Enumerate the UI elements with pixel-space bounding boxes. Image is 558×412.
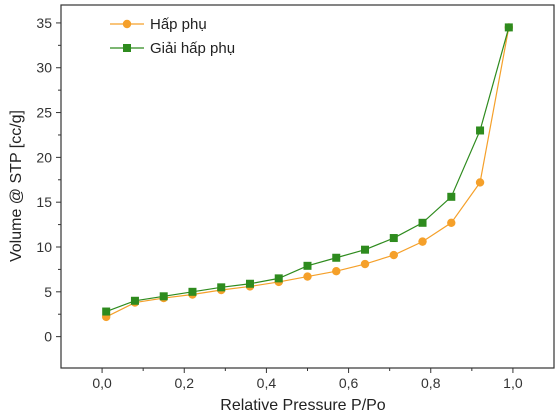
data-point-2 xyxy=(217,283,226,292)
x-tick-label: 1,0 xyxy=(503,375,523,391)
data-point-2 xyxy=(476,126,485,135)
data-point-1 xyxy=(332,267,341,276)
x-tick-label: 0,4 xyxy=(257,375,277,391)
data-point-1 xyxy=(360,259,370,269)
data-point-2 xyxy=(447,192,456,201)
data-point-1 xyxy=(447,218,456,227)
data-point-2 xyxy=(274,274,283,283)
data-point-2 xyxy=(102,307,111,316)
y-tick-label: 15 xyxy=(36,194,52,210)
data-point-1 xyxy=(303,272,312,281)
legend-item-2: Giải hấp phụ xyxy=(110,40,235,57)
y-tick-label: 0 xyxy=(44,329,52,345)
data-point-2 xyxy=(130,296,139,305)
data-point-2 xyxy=(418,218,427,227)
data-point-1 xyxy=(475,178,485,187)
x-axis-title: Relative Pressure P/Po xyxy=(220,397,386,412)
y-tick-label: 30 xyxy=(36,60,52,76)
y-tick-label: 35 xyxy=(36,15,52,31)
data-point-2 xyxy=(303,261,312,270)
y-tick-label: 5 xyxy=(44,284,52,300)
data-point-2 xyxy=(361,245,370,254)
data-point-1 xyxy=(418,237,427,246)
y-tick-label: 25 xyxy=(36,105,52,121)
x-tick-label: 0,6 xyxy=(339,375,359,391)
data-point-2 xyxy=(389,234,398,243)
data-point-2 xyxy=(332,253,341,262)
data-point-2 xyxy=(504,23,513,32)
x-tick-label: 0,2 xyxy=(175,375,195,391)
x-tick-label: 0,8 xyxy=(421,375,441,391)
legend-label: Giải hấp phụ xyxy=(150,40,235,57)
y-axis-title: Volume @ STP [cc/g] xyxy=(8,110,25,262)
legend-marker xyxy=(123,44,131,52)
data-point-1 xyxy=(389,250,398,260)
legend-item-1: Hấp phụ xyxy=(110,16,207,33)
data-point-2 xyxy=(159,292,168,301)
legend-marker xyxy=(122,19,132,29)
y-tick-label: 10 xyxy=(36,239,52,255)
data-point-2 xyxy=(245,279,254,288)
data-point-2 xyxy=(188,287,197,296)
legend-label: Hấp phụ xyxy=(150,16,207,33)
x-tick-label: 0,0 xyxy=(92,375,112,391)
y-tick-label: 20 xyxy=(36,149,52,165)
